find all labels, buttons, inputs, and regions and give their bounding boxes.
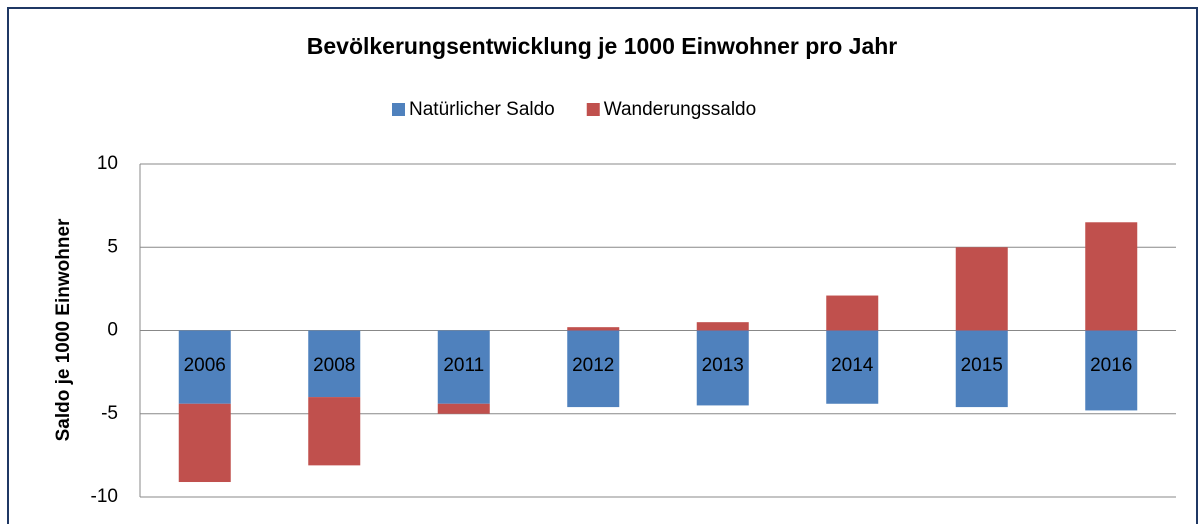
bar [567, 327, 620, 331]
x-tick-label: 2012 [572, 355, 614, 376]
y-tick-label: -10 [91, 486, 118, 507]
legend-swatch [392, 103, 405, 116]
bar [567, 330, 620, 408]
legend-swatch [586, 103, 600, 116]
chart-title: Bevölkerungsentwicklung je 1000 Einwohne… [307, 33, 898, 59]
bar [696, 330, 749, 406]
bar [1085, 222, 1138, 331]
bar [437, 403, 490, 414]
y-axis-label: Saldo je 1000 Einwohner [53, 218, 74, 441]
bar [178, 330, 231, 404]
bar [696, 322, 749, 331]
bar [1085, 330, 1138, 411]
y-tick-label: -5 [101, 403, 118, 424]
y-tick-label: 5 [107, 236, 118, 257]
bar [955, 247, 1008, 331]
x-tick-label: 2013 [702, 355, 744, 376]
bar [826, 295, 879, 331]
x-tick-label: 2008 [313, 355, 355, 376]
bar [308, 397, 361, 466]
bar [826, 330, 879, 404]
bar [308, 330, 361, 398]
y-tick-label: 10 [97, 153, 118, 174]
bar [178, 403, 231, 483]
legend-label: Wanderungssaldo [604, 99, 756, 120]
bar [955, 330, 1008, 408]
bar [437, 330, 490, 404]
legend-label: Natürlicher Saldo [409, 99, 555, 120]
x-tick-label: 2006 [184, 355, 226, 376]
y-tick-label: 0 [107, 320, 118, 341]
x-tick-label: 2015 [961, 355, 1003, 376]
x-tick-label: 2016 [1090, 355, 1132, 376]
x-tick-label: 2011 [443, 355, 484, 376]
x-tick-label: 2014 [831, 355, 874, 376]
